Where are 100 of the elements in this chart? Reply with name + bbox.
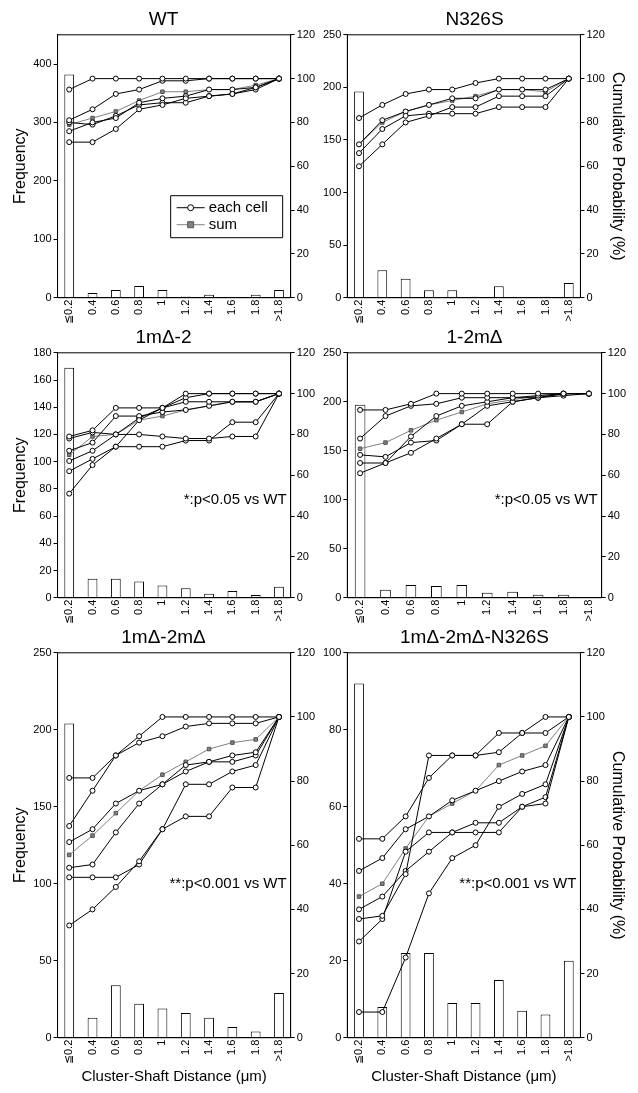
- y-tick-label: 180: [33, 345, 52, 358]
- x-tick-label: ≦0.2: [62, 599, 75, 625]
- chart-title: 1mΔ-2mΔ: [121, 625, 207, 647]
- x-tick-label: 1: [155, 599, 168, 606]
- y-axis-title: Frequency: [11, 128, 29, 205]
- y-tick-label: 100: [322, 645, 342, 658]
- y-tick-label: 120: [33, 427, 52, 440]
- y-tick-label: 200: [322, 80, 342, 93]
- x-tick-label: >1.8: [561, 1039, 574, 1062]
- y-tick-label: 200: [33, 722, 52, 735]
- x-tick-label: 1.4: [202, 599, 215, 616]
- chart-title: 1mΔ-2mΔ-N326S: [400, 625, 549, 647]
- y-tick-label: 300: [33, 115, 52, 128]
- x-tick-label: 0.6: [398, 1039, 411, 1056]
- y-tick-label: 0: [45, 590, 52, 603]
- y-tick-label: 40: [39, 536, 52, 549]
- x-tick-label: 0.6: [403, 599, 416, 616]
- x-tick-label: 1.8: [248, 599, 261, 616]
- x-tick-label: 0.4: [85, 599, 98, 616]
- y-tick-label: 60: [329, 799, 342, 812]
- y2-tick-label: 0: [586, 290, 593, 303]
- y2-axis-title: Cumulative Probability (%): [609, 72, 627, 261]
- y-tick-label: 0: [45, 290, 52, 303]
- y-tick-label: 50: [39, 953, 52, 966]
- y-tick-label: 100: [322, 185, 342, 198]
- x-tick-label: 0.8: [421, 299, 434, 316]
- annotation: *:p<0.05 vs WT: [183, 489, 287, 507]
- y2-tick-label: 60: [586, 159, 599, 172]
- y-tick-label: 50: [329, 238, 342, 251]
- y2-tick-label: 20: [607, 549, 620, 562]
- chart-title: 1-2mΔ: [446, 325, 503, 347]
- y-tick-label: 0: [45, 1030, 52, 1043]
- x-tick-label: 1: [445, 1039, 458, 1046]
- chart-title: WT: [148, 7, 179, 29]
- y2-tick-label: 40: [586, 902, 599, 915]
- y-tick-label: 250: [322, 27, 342, 40]
- y2-tick-label: 80: [607, 427, 620, 440]
- x-tick-label: 1.8: [556, 599, 569, 616]
- x-tick-label: 1.2: [480, 599, 493, 616]
- y-tick-label: 250: [33, 645, 52, 658]
- y-tick-label: 80: [329, 722, 342, 735]
- y2-tick-label: 100: [296, 709, 316, 722]
- y2-tick-label: 120: [296, 645, 316, 658]
- x-tick-label: 1.4: [202, 1039, 215, 1056]
- y-axis-title: Frequency: [11, 807, 29, 884]
- x-tick-label: 1.8: [248, 299, 261, 316]
- y-tick-label: 200: [322, 394, 342, 407]
- y-tick-label: 0: [335, 290, 342, 303]
- y2-tick-label: 100: [586, 709, 605, 722]
- y-tick-label: 100: [33, 454, 52, 467]
- y-tick-label: 20: [329, 953, 342, 966]
- y-axis-title: Frequency: [11, 437, 29, 514]
- x-tick-label: 0.4: [375, 1039, 388, 1056]
- x-tick-label: 1.8: [248, 1039, 261, 1056]
- y-tick-label: 150: [33, 799, 52, 812]
- y2-tick-label: 20: [296, 966, 309, 979]
- x-tick-label: 1.6: [515, 299, 528, 316]
- y2-tick-label: 120: [296, 345, 316, 358]
- x-tick-label: 0.8: [421, 1039, 434, 1056]
- x-tick-label: ≦0.2: [62, 1039, 75, 1065]
- legend-label: each cell: [208, 197, 268, 215]
- x-tick-label: 1: [155, 299, 168, 306]
- y2-tick-label: 60: [296, 838, 309, 851]
- annotation: *:p<0.05 vs WT: [494, 489, 598, 507]
- y2-tick-label: 80: [586, 115, 599, 128]
- y2-tick-label: 40: [296, 203, 309, 216]
- y2-axis-title: Cumulative Probability (%): [609, 751, 627, 940]
- x-tick-label: 1.6: [225, 1039, 238, 1056]
- y-tick-label: 60: [39, 509, 52, 522]
- y2-tick-label: 100: [586, 71, 605, 84]
- y2-tick-label: 20: [296, 246, 309, 259]
- x-tick-label: 1.6: [515, 1039, 528, 1056]
- x-tick-label: 0.4: [375, 299, 388, 316]
- y2-tick-label: 80: [586, 774, 599, 787]
- y-tick-label: 40: [329, 876, 342, 889]
- y2-tick-label: 120: [296, 27, 316, 40]
- x-tick-label: >1.8: [272, 599, 285, 622]
- y2-tick-label: 60: [607, 468, 620, 481]
- y2-tick-label: 120: [607, 345, 627, 358]
- x-tick-label: 1.4: [505, 599, 518, 616]
- chart-title: N326S: [445, 7, 504, 29]
- y2-tick-label: 0: [586, 1030, 593, 1043]
- x-tick-label: 0.6: [398, 299, 411, 316]
- y-tick-label: 50: [329, 541, 342, 554]
- x-tick-label: 1: [445, 299, 458, 306]
- y2-tick-label: 40: [586, 203, 599, 216]
- x-tick-label: 1.4: [491, 1039, 504, 1056]
- x-tick-label: 0.4: [85, 1039, 98, 1056]
- y2-tick-label: 0: [296, 290, 303, 303]
- x-tick-label: 1: [155, 1039, 168, 1046]
- x-tick-label: 1.2: [468, 299, 481, 316]
- x-tick-label: 0.8: [132, 599, 145, 616]
- x-tick-label: 0.6: [108, 1039, 121, 1056]
- x-tick-label: 0.6: [108, 299, 121, 316]
- y-tick-label: 0: [335, 1030, 342, 1043]
- y2-tick-label: 80: [296, 774, 309, 787]
- y2-tick-label: 60: [296, 468, 309, 481]
- y2-tick-label: 0: [296, 590, 303, 603]
- y2-tick-label: 40: [607, 509, 620, 522]
- x-tick-label: ≦0.2: [62, 299, 75, 325]
